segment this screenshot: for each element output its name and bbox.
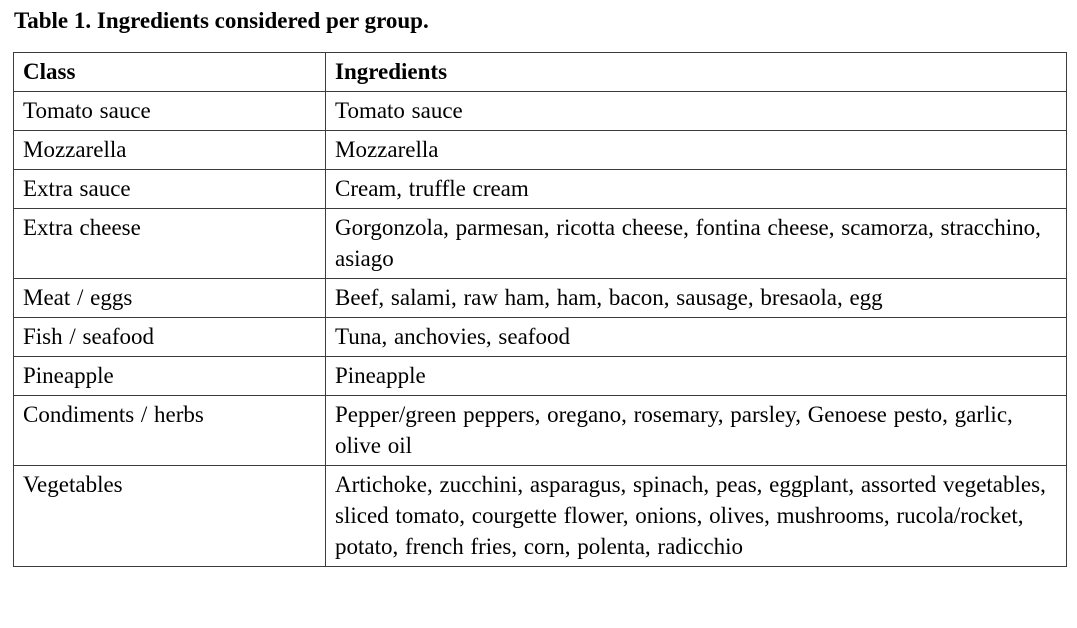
table-row: Extra cheese Gorgonzola, parmesan, ricot… (13, 208, 1067, 279)
table-row: Pineapple Pineapple (13, 356, 1067, 396)
document-page: Table 1. Ingredients considered per grou… (13, 8, 1067, 567)
class-cell: Vegetables (13, 465, 326, 567)
class-cell: Tomato sauce (13, 91, 326, 131)
table-row: Extra sauce Cream, truffle cream (13, 169, 1067, 209)
ingredients-cell: Pineapple (325, 356, 1067, 396)
class-cell: Meat / eggs (13, 278, 326, 318)
table-row: Fish / seafood Tuna, anchovies, seafood (13, 317, 1067, 357)
ingredients-cell: Mozzarella (325, 130, 1067, 170)
table-row: Meat / eggs Beef, salami, raw ham, ham, … (13, 278, 1067, 318)
class-cell: Extra cheese (13, 208, 326, 279)
class-cell: Mozzarella (13, 130, 326, 170)
table-row: Mozzarella Mozzarella (13, 130, 1067, 170)
ingredients-cell: Gorgonzola, parmesan, ricotta cheese, fo… (325, 208, 1067, 279)
header-row: Class Ingredients (13, 52, 1067, 92)
column-header-ingredients: Ingredients (325, 52, 1067, 92)
class-cell: Pineapple (13, 356, 326, 396)
table-row: Tomato sauce Tomato sauce (13, 91, 1067, 131)
ingredients-cell: Tuna, anchovies, seafood (325, 317, 1067, 357)
ingredients-cell: Beef, salami, raw ham, ham, bacon, sausa… (325, 278, 1067, 318)
table-caption: Table 1. Ingredients considered per grou… (14, 8, 429, 33)
ingredients-cell: Cream, truffle cream (325, 169, 1067, 209)
ingredients-table: Class Ingredients Tomato sauce Tomato sa… (13, 52, 1067, 567)
column-header-class: Class (13, 52, 326, 92)
class-cell: Condiments / herbs (13, 395, 326, 466)
ingredients-cell: Tomato sauce (325, 91, 1067, 131)
class-cell: Fish / seafood (13, 317, 326, 357)
ingredients-cell: Pepper/green peppers, oregano, rosemary,… (325, 395, 1067, 466)
table-row: Condiments / herbs Pepper/green peppers,… (13, 395, 1067, 466)
ingredients-cell: Artichoke, zucchini, asparagus, spinach,… (325, 465, 1067, 567)
table-row: Vegetables Artichoke, zucchini, asparagu… (13, 465, 1067, 567)
class-cell: Extra sauce (13, 169, 326, 209)
